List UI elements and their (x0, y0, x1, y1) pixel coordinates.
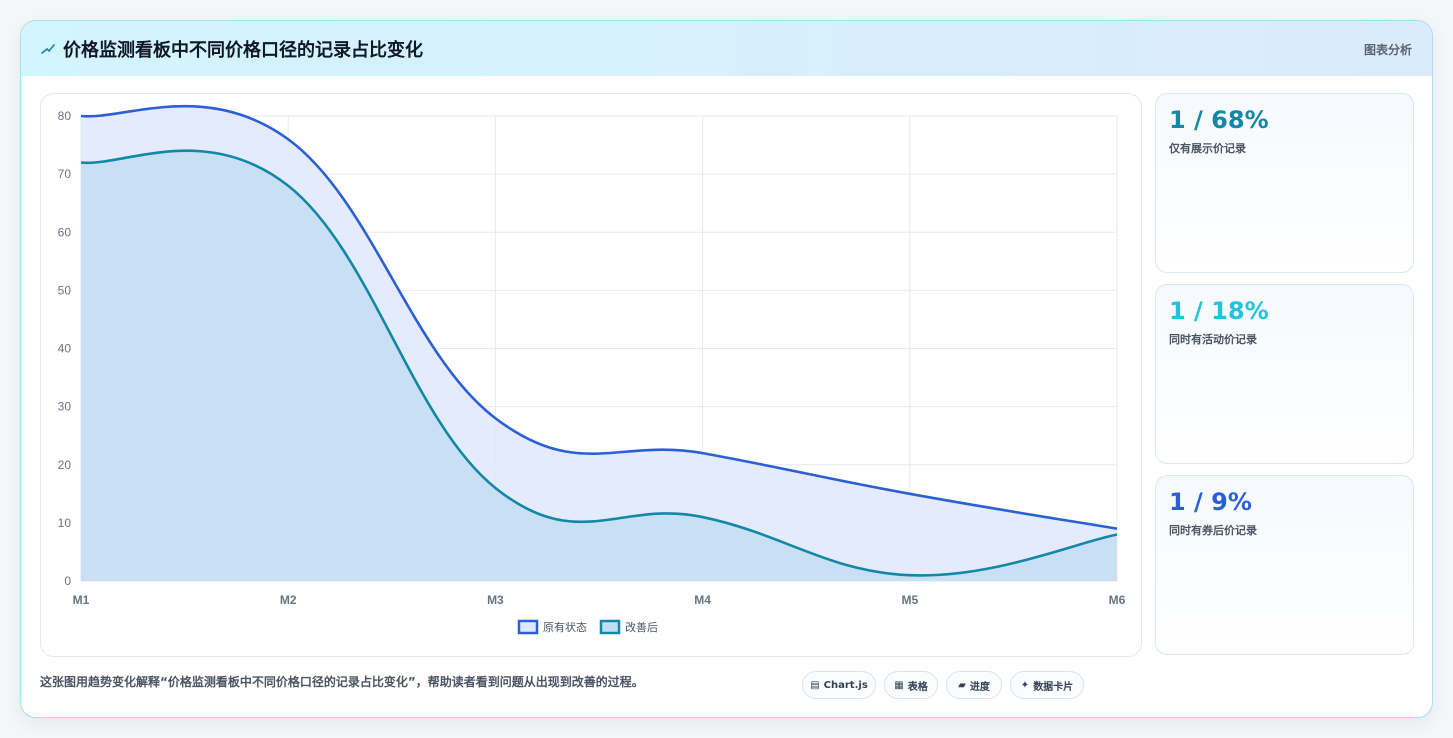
y-tick-label: 60 (58, 225, 72, 239)
legend-swatch (599, 619, 621, 635)
chart-analysis-tag: 图表分析 (1363, 43, 1412, 57)
pill-label: Chart.js (823, 679, 868, 691)
stat-value: 1 / 68% (1169, 106, 1269, 134)
legend-swatch (517, 619, 539, 635)
y-tick-label: 80 (58, 109, 72, 123)
series-line-0 (80, 104, 1118, 530)
table-icon: ▦ (894, 679, 904, 691)
stat-value: 1 / 18% (1169, 297, 1269, 325)
stat-value: 1 / 9% (1169, 488, 1252, 516)
y-tick-label: 10 (58, 516, 72, 530)
pill-chartjs[interactable]: ▤ Chart.js (802, 671, 876, 699)
stat-card-display-price: 1 / 68% 仅有展示价记录 (1155, 93, 1414, 273)
progress-icon: ▰ (958, 679, 966, 691)
stat-label: 同时有券后价记录 (1169, 524, 1257, 537)
y-tick-label: 70 (58, 167, 72, 181)
chart-description: 这张图用趋势变化解释“价格监测看板中不同价格口径的记录占比变化”，帮助读者看到问… (40, 675, 644, 689)
pill-label: 数据卡片 (1033, 681, 1074, 693)
page-title: 价格监测看板中不同价格口径的记录占比变化 (63, 40, 423, 61)
stat-label: 同时有活动价记录 (1169, 333, 1257, 346)
x-tick-label: M4 (694, 593, 711, 607)
pill-label: 表格 (907, 681, 928, 693)
x-tick-label: M1 (73, 593, 90, 607)
y-tick-label: 50 (58, 283, 72, 297)
pill-label: 进度 (969, 681, 990, 693)
series-area-1 (81, 150, 1117, 581)
legend-label: 原有状态 (543, 620, 587, 634)
trend-icon (41, 44, 55, 54)
stat-card-coupon-price: 1 / 9% 同时有券后价记录 (1155, 475, 1414, 655)
series-line-1 (80, 149, 1118, 577)
stat-card-promo-price: 1 / 18% 同时有活动价记录 (1155, 284, 1414, 464)
y-tick-label: 30 (58, 400, 72, 414)
area-chart: 0 10 20 30 40 50 60 70 80 M1 M2 M3 M4 M5 M6 原有状态 改善后 (58, 104, 1126, 635)
stat-label: 仅有展示价记录 (1169, 142, 1246, 155)
chart-panel: 0 10 20 30 40 50 60 70 80 M1 M2 M3 M4 M5 M6 原有状态 改善后 (40, 93, 1142, 657)
pill-progress[interactable]: ▰ 进度 (946, 671, 1002, 699)
y-tick-label: 20 (58, 458, 72, 472)
card-header: 价格监测看板中不同价格口径的记录占比变化 图表分析 (21, 21, 1432, 76)
pill-table[interactable]: ▦ 表格 (884, 671, 938, 699)
sparkle-icon: ✦ (1020, 679, 1030, 691)
x-tick-label: M6 (1109, 593, 1126, 607)
chart-icon: ▤ (810, 679, 820, 691)
x-tick-label: M3 (487, 593, 504, 607)
chart-card: 价格监测看板中不同价格口径的记录占比变化 图表分析 0 10 20 30 40 50 60 7… (20, 20, 1433, 718)
y-tick-label: 40 (58, 342, 72, 356)
legend-label: 改善后 (625, 620, 658, 634)
x-tick-label: M2 (280, 593, 297, 607)
pill-data-card[interactable]: ✦ 数据卡片 (1010, 671, 1084, 699)
y-tick-label: 0 (64, 574, 71, 588)
x-tick-label: M5 (901, 593, 918, 607)
